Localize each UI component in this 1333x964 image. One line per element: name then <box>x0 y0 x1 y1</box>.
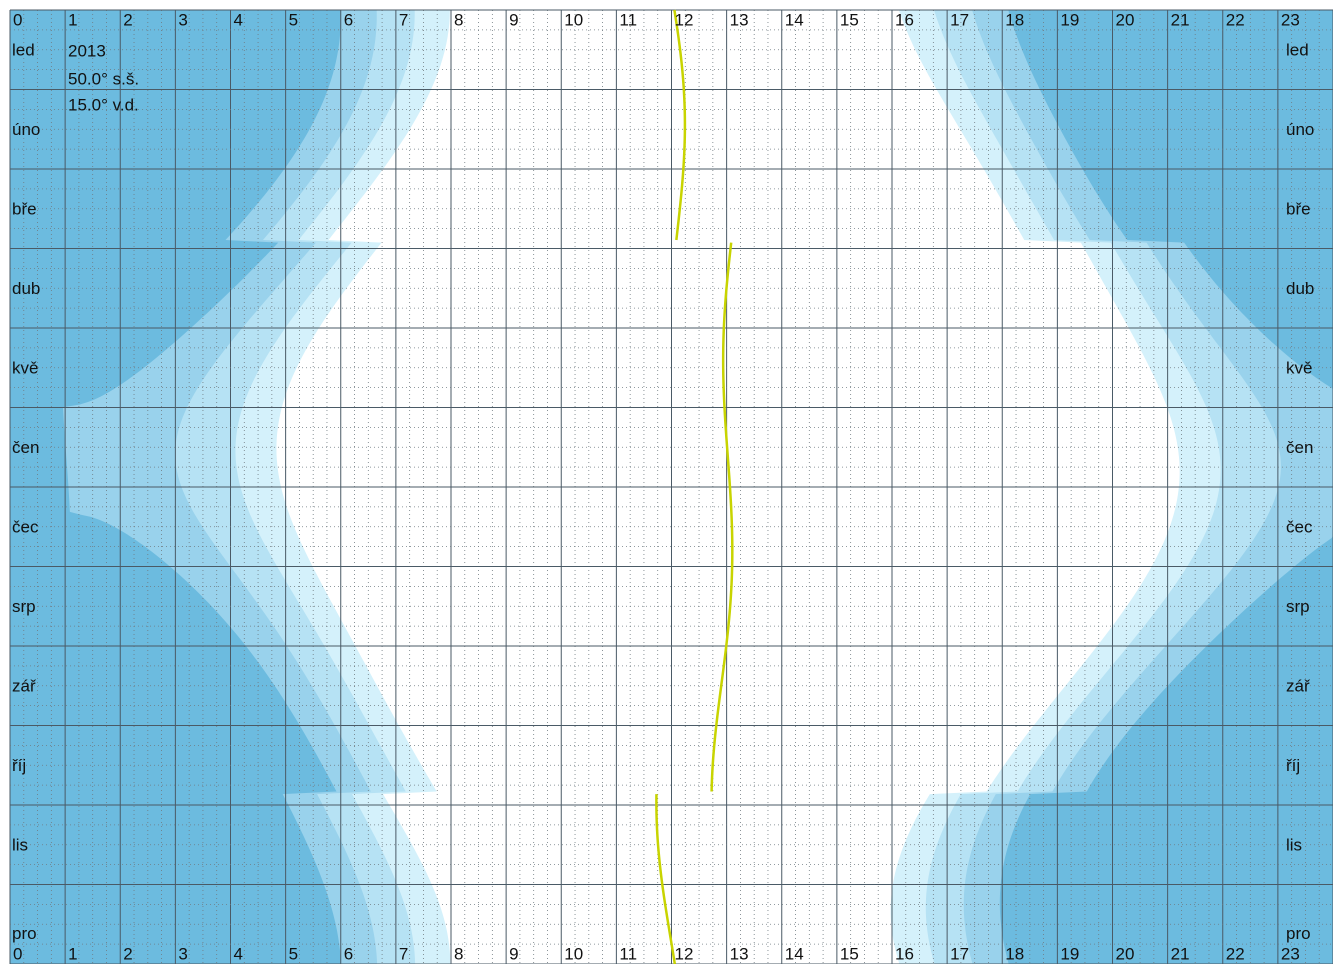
month-label-right: lis <box>1286 835 1302 854</box>
hour-label-bottom: 23 <box>1281 944 1300 963</box>
hour-label-top: 0 <box>13 10 22 29</box>
hour-label-bottom: 16 <box>895 944 914 963</box>
hour-label-bottom: 2 <box>123 944 132 963</box>
month-label-left: lis <box>12 835 28 854</box>
longitude-label: 15.0° v.d. <box>68 95 139 114</box>
hour-label-top: 3 <box>178 10 187 29</box>
hour-label-top: 12 <box>675 10 694 29</box>
hour-label-bottom: 21 <box>1171 944 1190 963</box>
hour-label-bottom: 5 <box>289 944 298 963</box>
month-label-right: kvě <box>1286 358 1312 377</box>
month-label-left: úno <box>12 120 40 139</box>
hour-label-top: 2 <box>123 10 132 29</box>
solar-noon <box>673 9 687 241</box>
month-label-left: zář <box>12 676 36 695</box>
hour-label-bottom: 20 <box>1116 944 1135 963</box>
hour-label-bottom: 7 <box>399 944 408 963</box>
month-label-left: kvě <box>12 358 38 377</box>
solar-noon <box>655 794 677 964</box>
hour-label-top: 16 <box>895 10 914 29</box>
hour-label-bottom: 17 <box>950 944 969 963</box>
hour-label-bottom: 4 <box>234 944 243 963</box>
month-label-right: říj <box>1286 756 1300 775</box>
hour-label-bottom: 0 <box>13 944 22 963</box>
hour-label-top: 23 <box>1281 10 1300 29</box>
month-label-left: bře <box>12 199 37 218</box>
month-label-right: pro <box>1286 924 1311 943</box>
hour-label-bottom: 3 <box>178 944 187 963</box>
hour-label-top: 22 <box>1226 10 1245 29</box>
hour-label-top: 14 <box>785 10 804 29</box>
year-label: 2013 <box>68 41 106 60</box>
hour-label-bottom: 1 <box>68 944 77 963</box>
hour-label-top: 7 <box>399 10 408 29</box>
hour-label-top: 9 <box>509 10 518 29</box>
month-label-left: čen <box>12 438 39 457</box>
month-label-right: úno <box>1286 120 1314 139</box>
hour-label-top: 8 <box>454 10 463 29</box>
hour-label-bottom: 9 <box>509 944 518 963</box>
hour-label-bottom: 10 <box>564 944 583 963</box>
hour-label-top: 21 <box>1171 10 1190 29</box>
hour-label-bottom: 18 <box>1005 944 1024 963</box>
hour-label-top: 19 <box>1060 10 1079 29</box>
hour-label-top: 13 <box>730 10 749 29</box>
hour-label-top: 4 <box>234 10 243 29</box>
month-label-left: led <box>12 40 35 59</box>
month-label-right: dub <box>1286 279 1314 298</box>
month-label-right: čec <box>1286 517 1313 536</box>
month-label-left: pro <box>12 924 37 943</box>
hour-label-top: 5 <box>289 10 298 29</box>
hour-label-top: 17 <box>950 10 969 29</box>
month-label-right: čen <box>1286 438 1313 457</box>
month-label-right: srp <box>1286 597 1310 616</box>
hour-label-bottom: 22 <box>1226 944 1245 963</box>
hour-label-top: 6 <box>344 10 353 29</box>
month-label-left: srp <box>12 597 36 616</box>
labels: 2013 50.0° s.š. 15.0° v.d. 0011223344556… <box>12 10 1314 963</box>
grid <box>9 9 1333 964</box>
hour-label-top: 10 <box>564 10 583 29</box>
month-label-right: zář <box>1286 676 1310 695</box>
hour-label-top: 15 <box>840 10 859 29</box>
hour-label-top: 20 <box>1116 10 1135 29</box>
hour-label-top: 18 <box>1005 10 1024 29</box>
hour-label-bottom: 6 <box>344 944 353 963</box>
noon-line <box>655 9 734 964</box>
month-label-right: bře <box>1286 199 1311 218</box>
hour-label-top: 1 <box>68 10 77 29</box>
hour-label-bottom: 14 <box>785 944 804 963</box>
hour-label-bottom: 11 <box>619 944 637 963</box>
hour-label-bottom: 13 <box>730 944 749 963</box>
solar-noon <box>710 242 734 792</box>
latitude-label: 50.0° s.š. <box>68 69 139 88</box>
hour-label-bottom: 15 <box>840 944 859 963</box>
month-label-left: čec <box>12 517 39 536</box>
month-label-left: říj <box>12 756 26 775</box>
hour-label-top: 11 <box>619 10 637 29</box>
month-label-right: led <box>1286 40 1309 59</box>
hour-label-bottom: 8 <box>454 944 463 963</box>
hour-label-bottom: 12 <box>675 944 694 963</box>
month-label-left: dub <box>12 279 40 298</box>
hour-label-bottom: 19 <box>1060 944 1079 963</box>
